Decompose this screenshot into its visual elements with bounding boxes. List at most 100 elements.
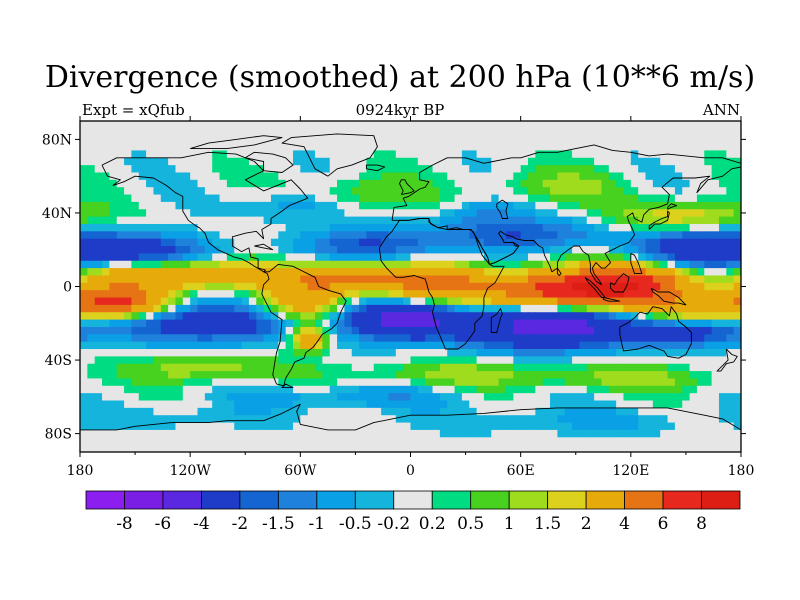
field-cell (689, 297, 698, 306)
field-cell (116, 429, 125, 438)
field-cell (498, 349, 507, 357)
field-cell (535, 415, 544, 424)
field-cell (469, 150, 478, 159)
field-cell (476, 437, 485, 446)
field-cell (219, 304, 228, 313)
field-cell (601, 209, 610, 218)
field-cell (410, 290, 419, 299)
field-cell (432, 253, 441, 262)
field-cell (182, 393, 191, 402)
field-cell (564, 312, 573, 321)
field-cell (652, 444, 661, 452)
field-cell (388, 444, 397, 452)
field-cell (425, 209, 434, 218)
field-cell (146, 334, 155, 343)
field-cell (447, 246, 456, 254)
field-cell (528, 356, 536, 365)
field-cell (572, 415, 581, 424)
field-cell (483, 172, 492, 181)
field-cell (124, 194, 133, 203)
field-cell (241, 334, 250, 343)
field-cell (572, 400, 581, 409)
field-cell (733, 312, 741, 321)
field-cell (704, 165, 713, 174)
field-cell (667, 400, 676, 409)
field-cell (329, 268, 338, 277)
field-cell (550, 282, 558, 291)
field-cell (491, 334, 500, 343)
field-cell (601, 363, 610, 372)
field-cell (395, 194, 404, 203)
field-cell (513, 172, 522, 181)
field-cell (425, 282, 434, 291)
field-cell (550, 172, 558, 181)
field-cell (535, 297, 544, 306)
field-cell (80, 349, 88, 357)
field-cell (542, 201, 551, 210)
field-cell (682, 231, 691, 240)
field-cell (337, 429, 345, 438)
field-cell (234, 341, 243, 350)
field-cell (505, 341, 514, 350)
field-cell (190, 290, 199, 299)
field-cell (373, 260, 382, 269)
field-cell (102, 194, 110, 203)
field-cell (337, 400, 345, 409)
field-cell (439, 385, 448, 394)
field-cell (601, 165, 610, 174)
field-cell (146, 385, 155, 394)
field-cell (498, 444, 507, 452)
field-cell (689, 444, 698, 452)
field-cell (395, 363, 404, 372)
field-cell (204, 407, 213, 416)
field-cell (109, 429, 118, 438)
field-cell (469, 378, 478, 387)
field-cell (513, 150, 522, 159)
field-cell (80, 304, 88, 313)
field-cell (315, 179, 323, 188)
field-cell (366, 429, 375, 438)
colorbar-swatch (354, 490, 395, 510)
field-cell (439, 238, 448, 247)
field-cell (498, 157, 507, 166)
field-cell (594, 429, 603, 438)
field-cell (87, 157, 96, 166)
field-cell (733, 179, 741, 188)
field-cell (160, 246, 169, 254)
field-cell (270, 371, 279, 380)
field-cell (682, 121, 691, 129)
field-cell (116, 334, 125, 343)
field-cell (146, 194, 155, 203)
field-cell (381, 275, 390, 284)
field-cell (315, 378, 323, 387)
field-cell (557, 201, 566, 210)
field-cell (579, 400, 588, 409)
field-cell (601, 378, 610, 387)
field-cell (300, 363, 309, 372)
field-cell (682, 393, 691, 402)
field-cell (190, 407, 199, 416)
field-cell (182, 422, 191, 431)
field-cell (80, 128, 88, 137)
field-cell (359, 268, 368, 277)
field-cell (564, 378, 573, 387)
field-cell (696, 290, 705, 299)
field-cell (388, 371, 397, 380)
field-cell (307, 231, 316, 240)
field-cell (381, 356, 390, 365)
field-cell (564, 179, 573, 188)
field-cell (175, 297, 184, 306)
field-cell (447, 187, 456, 196)
field-cell (689, 334, 698, 343)
field-cell (586, 282, 595, 291)
field-cell (160, 326, 169, 335)
field-cell (182, 246, 191, 254)
field-cell (674, 422, 683, 431)
field-cell (278, 319, 287, 328)
field-cell (535, 194, 544, 203)
field-cell (175, 150, 184, 159)
field-cell (190, 194, 199, 203)
field-cell (131, 135, 140, 144)
field-cell (241, 326, 250, 335)
field-cell (197, 231, 206, 240)
